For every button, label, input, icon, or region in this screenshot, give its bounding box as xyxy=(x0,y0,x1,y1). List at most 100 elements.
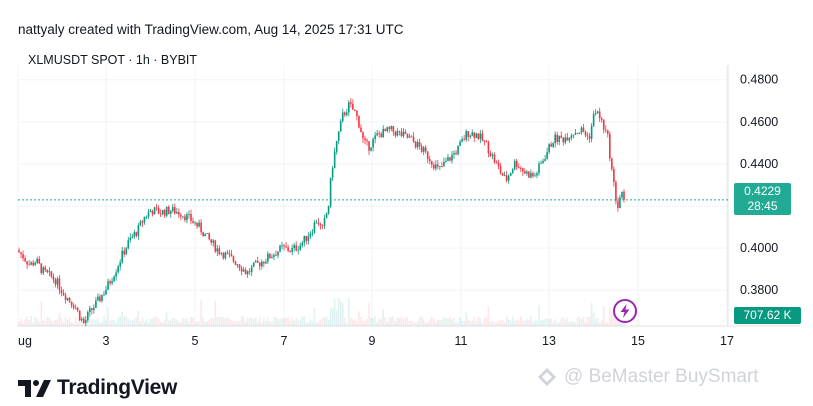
volume-bar xyxy=(155,316,158,326)
candle-body xyxy=(141,221,144,223)
volume-bar xyxy=(331,308,334,326)
volume-bar xyxy=(479,318,482,326)
volume-bar xyxy=(348,297,350,326)
volume-bar xyxy=(598,322,601,326)
candle-body xyxy=(406,133,409,138)
volume-bar xyxy=(424,322,427,326)
symbol-legend[interactable]: XLMUSDT SPOT · 1h · BYBIT xyxy=(28,53,198,67)
volume-bar xyxy=(153,317,156,326)
candle-body xyxy=(517,166,520,168)
volume-bar xyxy=(137,310,140,326)
time-axis-labels: ug 3 5 7 9 11 13 15 17 xyxy=(18,334,734,348)
volume-bar xyxy=(463,321,465,326)
volume-bar xyxy=(117,317,119,326)
candle-body xyxy=(372,139,374,148)
volume-bar xyxy=(526,319,528,326)
candle-body xyxy=(173,207,176,214)
candle-body xyxy=(291,247,293,252)
volume-bar xyxy=(461,321,463,326)
candle-body xyxy=(386,127,389,132)
volume-bar xyxy=(190,316,192,326)
candle-body xyxy=(265,261,267,264)
volume-bar xyxy=(329,307,332,326)
candle-body xyxy=(483,140,486,142)
volume-bar xyxy=(493,322,496,326)
volume-bar xyxy=(505,316,508,326)
candle-body xyxy=(297,249,300,251)
volume-bar xyxy=(167,320,170,326)
volume-bar xyxy=(95,320,97,326)
volume-bar xyxy=(408,321,411,326)
candle-body xyxy=(578,132,581,134)
time-tick-label: ug xyxy=(18,334,32,348)
candle-body xyxy=(161,209,164,215)
volume-bar xyxy=(386,321,389,326)
volume-bar xyxy=(321,318,324,326)
candle-body xyxy=(455,152,457,155)
candle-body xyxy=(337,131,340,142)
volume-bar xyxy=(277,318,279,326)
volume-bar xyxy=(473,316,476,326)
volume-bar xyxy=(556,322,559,326)
volume-bar xyxy=(497,320,500,326)
candle-body xyxy=(530,173,532,178)
candle-body xyxy=(449,157,451,161)
volume-bar xyxy=(611,312,613,326)
volume-bar xyxy=(161,322,164,326)
tradingview-logo[interactable]: TradingView xyxy=(18,376,177,400)
volume-bar xyxy=(412,322,415,326)
volume-bar xyxy=(426,322,429,326)
candle-body xyxy=(155,207,158,209)
candle-body xyxy=(301,242,304,246)
candle-body xyxy=(519,167,522,169)
candle-body xyxy=(424,147,427,152)
volume-bar xyxy=(546,318,548,326)
volume-bar xyxy=(149,318,152,326)
candle-body xyxy=(473,132,476,138)
candle-body xyxy=(461,139,463,142)
candle-body xyxy=(362,132,364,139)
candle-body xyxy=(66,297,69,300)
candle-body xyxy=(572,134,575,136)
volume-bar xyxy=(358,311,360,326)
volume-bar xyxy=(256,321,259,326)
candle-body xyxy=(352,103,354,110)
candle-body xyxy=(600,118,603,120)
volume-bar xyxy=(345,322,348,326)
candle-body xyxy=(159,213,162,215)
volume-bar xyxy=(378,319,380,326)
volume-bar xyxy=(252,318,255,326)
volume-bar xyxy=(613,310,615,326)
volume-bar xyxy=(362,320,364,326)
chart-attribution: nattyaly created with TradingView.com, A… xyxy=(18,22,404,37)
candle-body xyxy=(285,246,287,248)
candle-body xyxy=(117,266,119,273)
candle-body xyxy=(86,312,89,321)
candle-body xyxy=(176,212,178,214)
volume-bar xyxy=(325,316,328,326)
volume-bar xyxy=(283,318,285,326)
candle-body xyxy=(388,127,391,130)
candle-body xyxy=(380,133,382,138)
candle-body xyxy=(374,135,376,140)
volume-bar xyxy=(97,318,99,326)
candle-body xyxy=(206,233,208,234)
candle-body xyxy=(145,216,148,218)
candle-body xyxy=(467,131,470,137)
volume-bar xyxy=(475,321,478,326)
candle-body xyxy=(398,131,401,132)
candle-body xyxy=(178,212,180,215)
volume-bar xyxy=(368,302,370,326)
volume-bar xyxy=(26,316,28,326)
volume-bar xyxy=(350,317,352,326)
volume-bar xyxy=(196,321,198,326)
lightning-bolt-icon[interactable] xyxy=(612,298,638,324)
volume-bar xyxy=(370,317,372,326)
candle-body xyxy=(544,159,546,161)
candle-body xyxy=(321,224,324,226)
volume-bar xyxy=(372,317,374,326)
candle-body xyxy=(44,267,47,270)
volume-bar xyxy=(279,319,281,326)
volume-bar xyxy=(307,322,310,326)
